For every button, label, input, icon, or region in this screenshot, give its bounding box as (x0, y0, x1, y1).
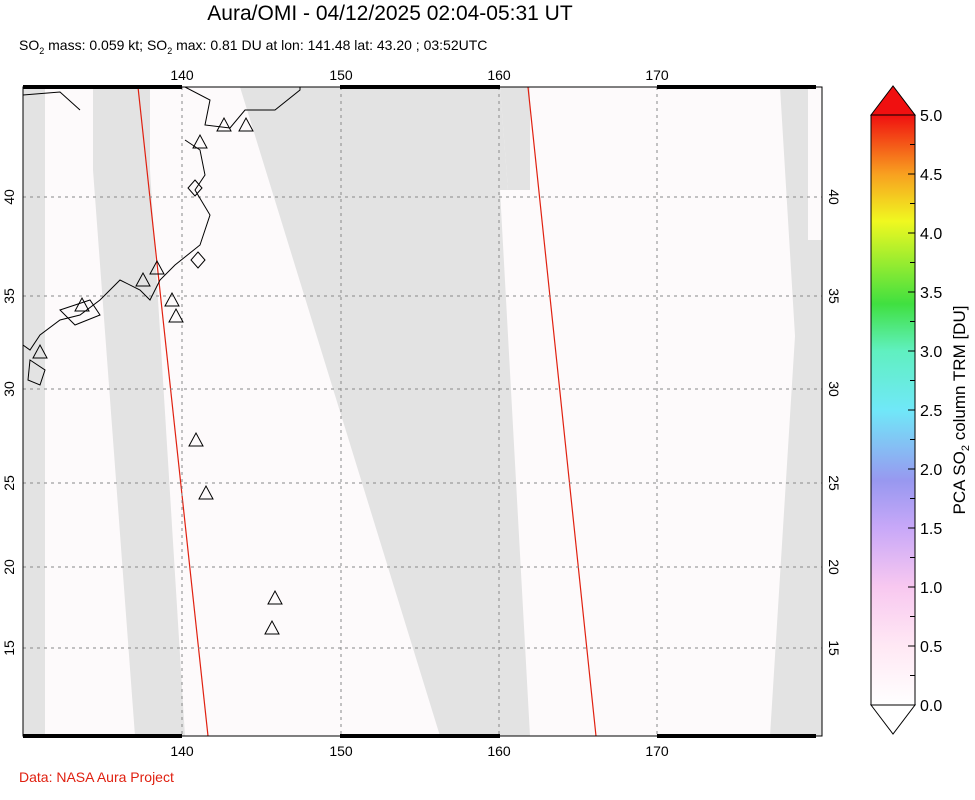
subtitle-text: SO (19, 37, 40, 53)
lat-tick-label: 20 (826, 559, 842, 575)
lat-tick-label: 40 (826, 189, 842, 205)
subtitle-subscript: 2 (167, 45, 173, 56)
subtitle-text: mass: 0.059 kt; SO (44, 37, 168, 53)
volcano-triangle-icon (135, 271, 151, 287)
colorbar-tick-label: 2.5 (920, 403, 942, 420)
colorbar-tick-label: 4.0 (920, 226, 942, 243)
lat-tick-label: 20 (1, 559, 17, 575)
colorbar-tick-label: 5.0 (920, 108, 942, 125)
data-credit: Data: NASA Aura Project (19, 769, 174, 785)
lon-tick-label: 140 (170, 743, 194, 759)
no-data-strip (93, 170, 185, 736)
lon-tick-label: 170 (645, 743, 669, 759)
colorbar-tick-label: 2.0 (920, 462, 942, 479)
volcano-diamond-icon (187, 179, 203, 197)
map-plot-area (23, 87, 822, 736)
lat-tick-label: 35 (826, 288, 842, 304)
figure-title: Aura/OMI - 04/12/2025 02:04-05:31 UT (207, 2, 573, 25)
volcano-triangle-icon (32, 343, 48, 359)
frame-bar (340, 734, 499, 738)
lat-tick-label: 35 (1, 288, 17, 304)
volcano-triangle-icon (264, 619, 280, 635)
axis-ticks: 140 140 150 150 160 160 170 170 40 40 35 35 30 30 25 25… (1, 67, 842, 759)
volcano-triangle-icon (149, 259, 165, 275)
graticule (23, 87, 822, 736)
data-swath-east (440, 87, 795, 736)
colorbar-gradient (870, 114, 916, 706)
colorbar-label: PCA SO2 column TRM [DU] (950, 306, 972, 515)
subtitle-subscript: 2 (39, 45, 45, 56)
colorbar-max-arrow (869, 85, 917, 116)
frame-bar (340, 85, 499, 89)
no-data-gap (93, 87, 150, 170)
lat-tick-label: 15 (1, 640, 17, 656)
lon-tick-label: 150 (329, 743, 353, 759)
colorbar-tick-label: 1.5 (920, 521, 942, 538)
volcano-triangle-icon (238, 116, 254, 132)
figure-subtitle: SO2 mass: 0.059 kt; SO2 max: 0.81 DU at … (19, 37, 487, 56)
no-data-edge (23, 87, 45, 736)
volcano-triangle-icon (164, 291, 180, 307)
colorbar-tick-label: 3.0 (920, 344, 942, 361)
lat-tick-label: 30 (826, 381, 842, 397)
volcano-triangle-icon (216, 116, 232, 132)
lon-tick-label: 170 (645, 67, 669, 83)
colorbar-ticks: 5.0 4.5 4.0 3.5 3.0 2.5 2.0 1.5 1.0 0.5 0.0 (908, 108, 942, 715)
volcano-triangle-icon (198, 484, 214, 500)
lon-tick-label: 160 (487, 67, 511, 83)
volcano-markers (32, 116, 283, 635)
colorbar-tick-label: 0.5 (920, 639, 942, 656)
colorbar-tick-label: 1.0 (920, 580, 942, 597)
lon-tick-label: 150 (329, 67, 353, 83)
lat-tick-label: 30 (1, 381, 17, 397)
lat-tick-label: 25 (1, 475, 17, 491)
volcano-triangle-icon (192, 133, 208, 149)
volcano-diamond-icon (190, 251, 206, 269)
colorbar-tick-label: 3.5 (920, 285, 942, 302)
colorbar-min-arrow (869, 704, 917, 735)
lon-tick-label: 140 (170, 67, 194, 83)
no-data-gap (500, 87, 530, 190)
lon-tick-label: 160 (487, 743, 511, 759)
colorbar-tick-label: 0.0 (920, 698, 942, 715)
lat-tick-label: 25 (826, 475, 842, 491)
frame-bar (23, 734, 182, 738)
lat-tick-label: 15 (826, 640, 842, 656)
frame-bar (657, 85, 816, 89)
lat-tick-label: 40 (1, 189, 17, 205)
data-swath-edge (808, 87, 822, 240)
coastline (23, 87, 301, 386)
frame-bar (657, 734, 816, 738)
colorbar: 5.0 4.5 4.0 3.5 3.0 2.5 2.0 1.5 1.0 0.5 0.0 PCA SO… (869, 85, 972, 735)
orbit-track-line (137, 87, 209, 736)
volcano-triangle-icon (188, 431, 204, 447)
colorbar-tick-label: 4.5 (920, 167, 942, 184)
frame-bar (23, 85, 182, 89)
volcano-triangle-icon (267, 589, 283, 605)
volcano-triangle-icon (168, 307, 184, 323)
volcano-triangle-icon (74, 296, 90, 312)
subtitle-text: max: 0.81 DU at lon: 141.48 lat: 43.20 ;… (172, 37, 488, 53)
orbit-track-line (527, 87, 597, 736)
